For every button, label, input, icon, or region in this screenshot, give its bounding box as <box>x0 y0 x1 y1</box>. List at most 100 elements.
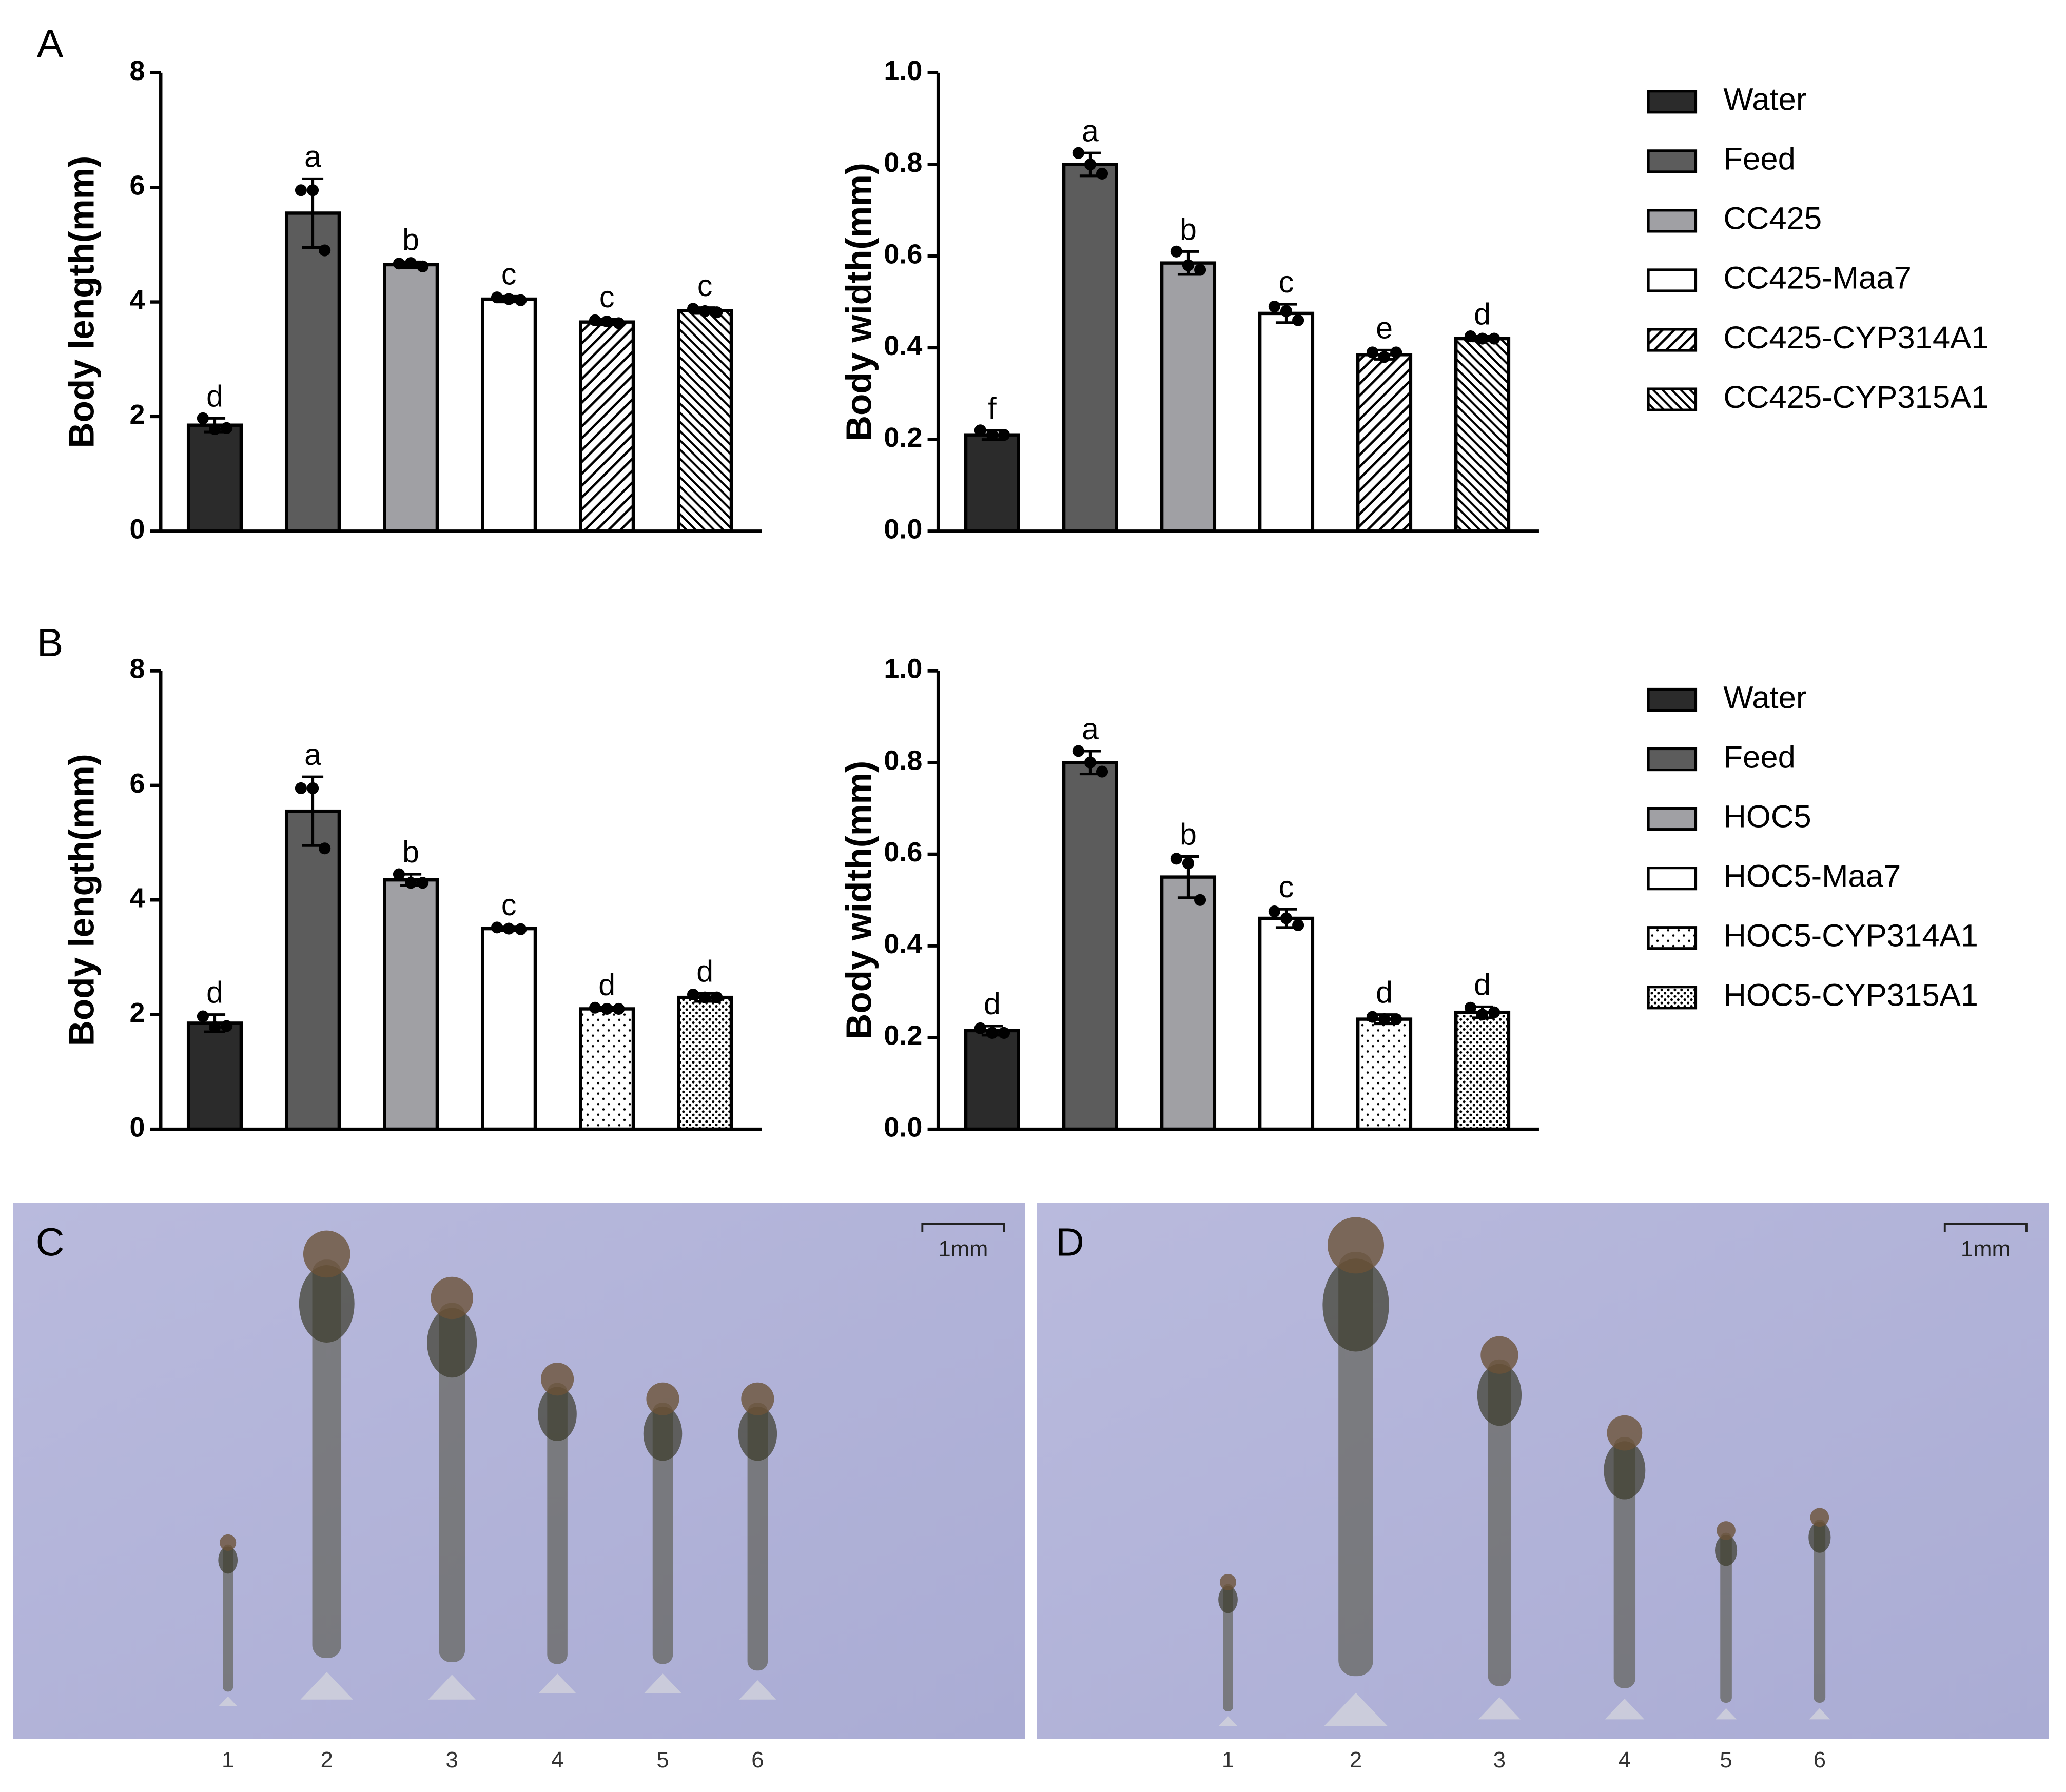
larva-body <box>223 1544 233 1692</box>
legend-label: HOC5-Maa7 <box>1723 858 1901 894</box>
scale-bar <box>921 1223 1005 1232</box>
panel-label: D <box>1056 1220 1084 1264</box>
data-point <box>1378 351 1391 363</box>
data-point <box>491 921 503 934</box>
larva-thorax <box>1604 1441 1646 1500</box>
larva-thorax <box>1808 1522 1831 1553</box>
specimen-number: 4 <box>1619 1747 1631 1773</box>
larva-tail <box>1478 1697 1521 1720</box>
larva-tail <box>539 1673 576 1693</box>
y-tick-label: 0.2 <box>884 1020 922 1051</box>
larva <box>1714 1521 1738 1720</box>
larva-body <box>747 1403 768 1671</box>
data-point <box>601 1002 613 1015</box>
data-point <box>306 184 319 196</box>
larva-body <box>1223 1584 1233 1711</box>
data-point <box>1072 147 1084 159</box>
larva-body <box>1613 1437 1636 1688</box>
y-tick-label: 1.0 <box>884 55 922 86</box>
bar <box>1454 337 1511 533</box>
significance-letter: a <box>1082 114 1099 148</box>
data-point <box>1280 305 1293 318</box>
larva-tail <box>1716 1708 1737 1720</box>
legend-label: CC425-CYP315A1 <box>1723 380 1989 415</box>
scale-bar-label: 1mm <box>1961 1236 2011 1262</box>
larva-tail <box>1809 1708 1830 1720</box>
y-axis-label: Body length(mm) <box>62 754 102 1046</box>
axes <box>159 72 762 533</box>
legend-swatch <box>1647 268 1698 292</box>
larva-head <box>646 1382 679 1415</box>
data-point <box>306 782 319 795</box>
significance-letter: c <box>1279 870 1294 904</box>
legend-label: CC425-CYP314A1 <box>1723 320 1989 356</box>
y-tick-label: 6 <box>129 170 145 201</box>
data-point <box>319 244 331 257</box>
larva-body <box>1338 1252 1373 1677</box>
larva <box>427 1276 477 1700</box>
data-point <box>998 429 1010 441</box>
significance-letter: d <box>1376 976 1393 1010</box>
legend-label: CC425 <box>1723 201 1822 237</box>
larva-thorax <box>1218 1586 1238 1613</box>
larva-tail <box>1605 1698 1645 1720</box>
data-point <box>589 1001 601 1014</box>
data-point <box>319 842 331 855</box>
larva-tail <box>300 1671 354 1700</box>
legend-label: Feed <box>1723 142 1795 177</box>
bar <box>383 263 439 533</box>
bar <box>284 211 341 533</box>
photo-c <box>13 1203 1025 1739</box>
data-point <box>687 989 699 1001</box>
specimen-number: 3 <box>1493 1747 1506 1773</box>
larva-thorax <box>643 1406 683 1461</box>
y-tick-label: 0 <box>129 1112 145 1143</box>
larva-thorax <box>738 1406 777 1461</box>
larva-head <box>741 1382 774 1415</box>
data-point <box>417 877 429 889</box>
y-tick-label: 0.8 <box>884 745 922 776</box>
larva-body <box>547 1383 568 1664</box>
specimen-number: 5 <box>656 1747 669 1773</box>
significance-letter: b <box>402 835 419 869</box>
data-point <box>1366 346 1378 359</box>
significance-letter: b <box>1180 212 1197 246</box>
larva-thorax <box>538 1387 577 1442</box>
data-point <box>986 429 998 441</box>
y-tick-label: 4 <box>129 883 145 914</box>
larva-head <box>1717 1521 1736 1540</box>
bar <box>1454 1010 1511 1131</box>
larva-thorax <box>1477 1364 1522 1426</box>
legend-swatch <box>1647 90 1698 114</box>
significance-letter: c <box>501 888 517 922</box>
larva-head <box>1607 1415 1643 1451</box>
axes <box>936 671 1539 1131</box>
larva <box>538 1363 577 1693</box>
larva-head <box>431 1276 473 1320</box>
bar <box>964 1029 1020 1131</box>
data-point <box>295 782 307 795</box>
data-point <box>503 922 515 935</box>
bar <box>1160 875 1217 1131</box>
significance-letter: d <box>984 987 1001 1021</box>
bar <box>1062 163 1118 533</box>
bar <box>1062 761 1118 1131</box>
larva <box>1477 1336 1522 1720</box>
data-point <box>197 412 209 424</box>
significance-letter: d <box>206 976 223 1010</box>
data-point <box>1194 264 1206 276</box>
bar <box>383 878 439 1131</box>
bar-chart: 0.0 0.2 0.4 0.6 0.8 1.0 Body width(mm) d a b c d d Wa… <box>839 654 1978 1143</box>
larva-head <box>1219 1573 1237 1591</box>
y-tick-label: 1.0 <box>884 654 922 684</box>
data-point <box>1194 894 1206 906</box>
y-axis-label: Body width(mm) <box>839 163 879 441</box>
data-point <box>208 1021 221 1033</box>
bar <box>964 433 1020 533</box>
axes <box>159 671 762 1131</box>
specimen-number: 3 <box>446 1747 458 1773</box>
data-point <box>295 184 307 196</box>
bar <box>1356 1017 1413 1131</box>
y-tick-label: 4 <box>129 285 145 316</box>
data-point <box>974 424 986 437</box>
